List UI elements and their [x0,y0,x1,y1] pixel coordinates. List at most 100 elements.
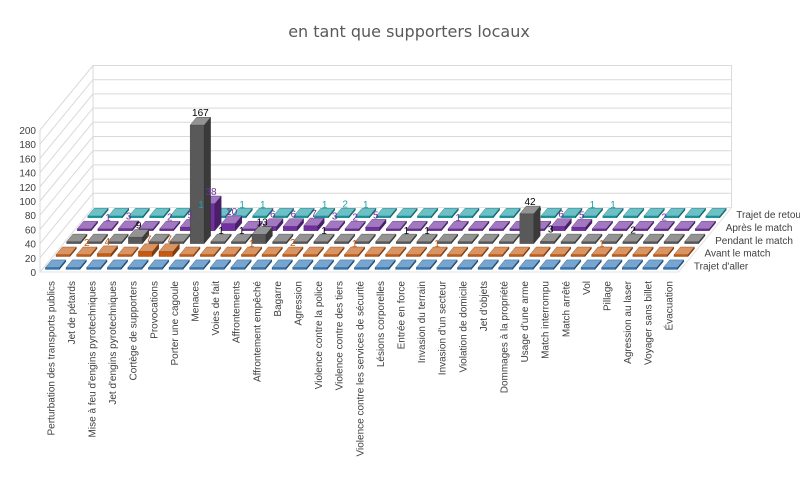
bar-front [148,267,163,270]
x-tick-label: Provocations [149,281,160,339]
bar-front [158,251,174,257]
bar [66,233,88,245]
bar [395,233,418,245]
bar-top [272,233,294,243]
y-tick-label: 100 [19,197,36,208]
bar [478,207,501,219]
bar-front [642,267,657,270]
bar-top [632,246,654,255]
bar [117,220,140,232]
bar-top [437,208,459,217]
bar [44,259,67,270]
bar [436,259,458,270]
bar-top [66,233,88,243]
bar-top [591,246,613,255]
bar-top [293,208,315,217]
bar-front [612,254,627,257]
x-tick-label: Affrontements [232,281,243,343]
bar-front [220,254,236,257]
bar-top [354,233,376,243]
bar-top [209,259,232,268]
bar-top [76,220,99,230]
x-tick-label: Violation de domicile [458,281,469,373]
bar [684,233,706,245]
bar-top [664,208,686,217]
x-axis: Perturbation des transports publics Jet d… [46,280,675,456]
bar [375,207,398,219]
bar [364,246,386,258]
bar [559,259,582,270]
bar-top [210,233,232,243]
bar [642,233,665,245]
bar [571,218,593,232]
bar-front [705,215,720,219]
bar [355,207,377,219]
bar-top [529,246,551,255]
bar-top [230,233,253,243]
bar-front [313,267,328,270]
data-label: 2 [342,200,348,211]
bar-top [302,246,325,255]
bar-top [447,220,469,230]
bar [272,207,295,219]
bar-top [343,246,366,255]
bar-front [127,267,143,270]
data-label: 42 [524,197,536,208]
x-tick-label: Agression [294,281,305,325]
bar-top [436,233,459,243]
bar-top [705,208,727,217]
bar-top [632,220,655,230]
bar-top [240,246,263,255]
data-label: 1 [434,239,440,250]
bar [272,233,294,245]
bar-top [385,246,407,255]
bar [653,220,675,232]
x-tick-label: Affrontement empêché [252,281,263,382]
data-label: 38 [205,187,217,198]
data-label: 2 [630,225,636,236]
bar [426,220,449,232]
bar [210,233,232,245]
bar [333,233,356,245]
bar-top [560,233,582,243]
bar-top [416,233,438,243]
bar [209,259,232,270]
bar [539,233,562,245]
bar-top [580,259,602,268]
bar [694,220,717,232]
bar-front [386,228,401,231]
bar-top [488,246,510,255]
bar-top [117,220,140,229]
x-tick-label: Bagarre [273,281,284,317]
bar-front [118,228,133,231]
bar-front [159,228,174,231]
bar-top [148,233,170,243]
data-label: 7 [146,235,152,246]
bar [570,246,592,258]
bar [343,246,366,258]
bar [96,245,119,258]
data-label: 1 [455,213,461,224]
bar-top [312,259,335,268]
bar-front [283,226,298,231]
bar-front [323,254,338,257]
bar [86,259,108,270]
bar-front [695,228,710,231]
bar-front [529,254,544,257]
bar-front [560,267,575,270]
bar [312,259,335,270]
x-tick-label: Agression au laser [623,280,634,363]
bar [252,207,274,219]
data-label: 1 [352,239,358,250]
bar-top [333,259,355,268]
data-label: 5 [579,210,585,221]
bar-top [612,220,634,230]
bar [456,259,479,270]
bar [642,259,664,270]
bar-top [344,220,366,230]
bar [55,246,77,258]
bar [581,233,603,245]
bar [323,246,345,258]
bar-front [447,254,462,257]
